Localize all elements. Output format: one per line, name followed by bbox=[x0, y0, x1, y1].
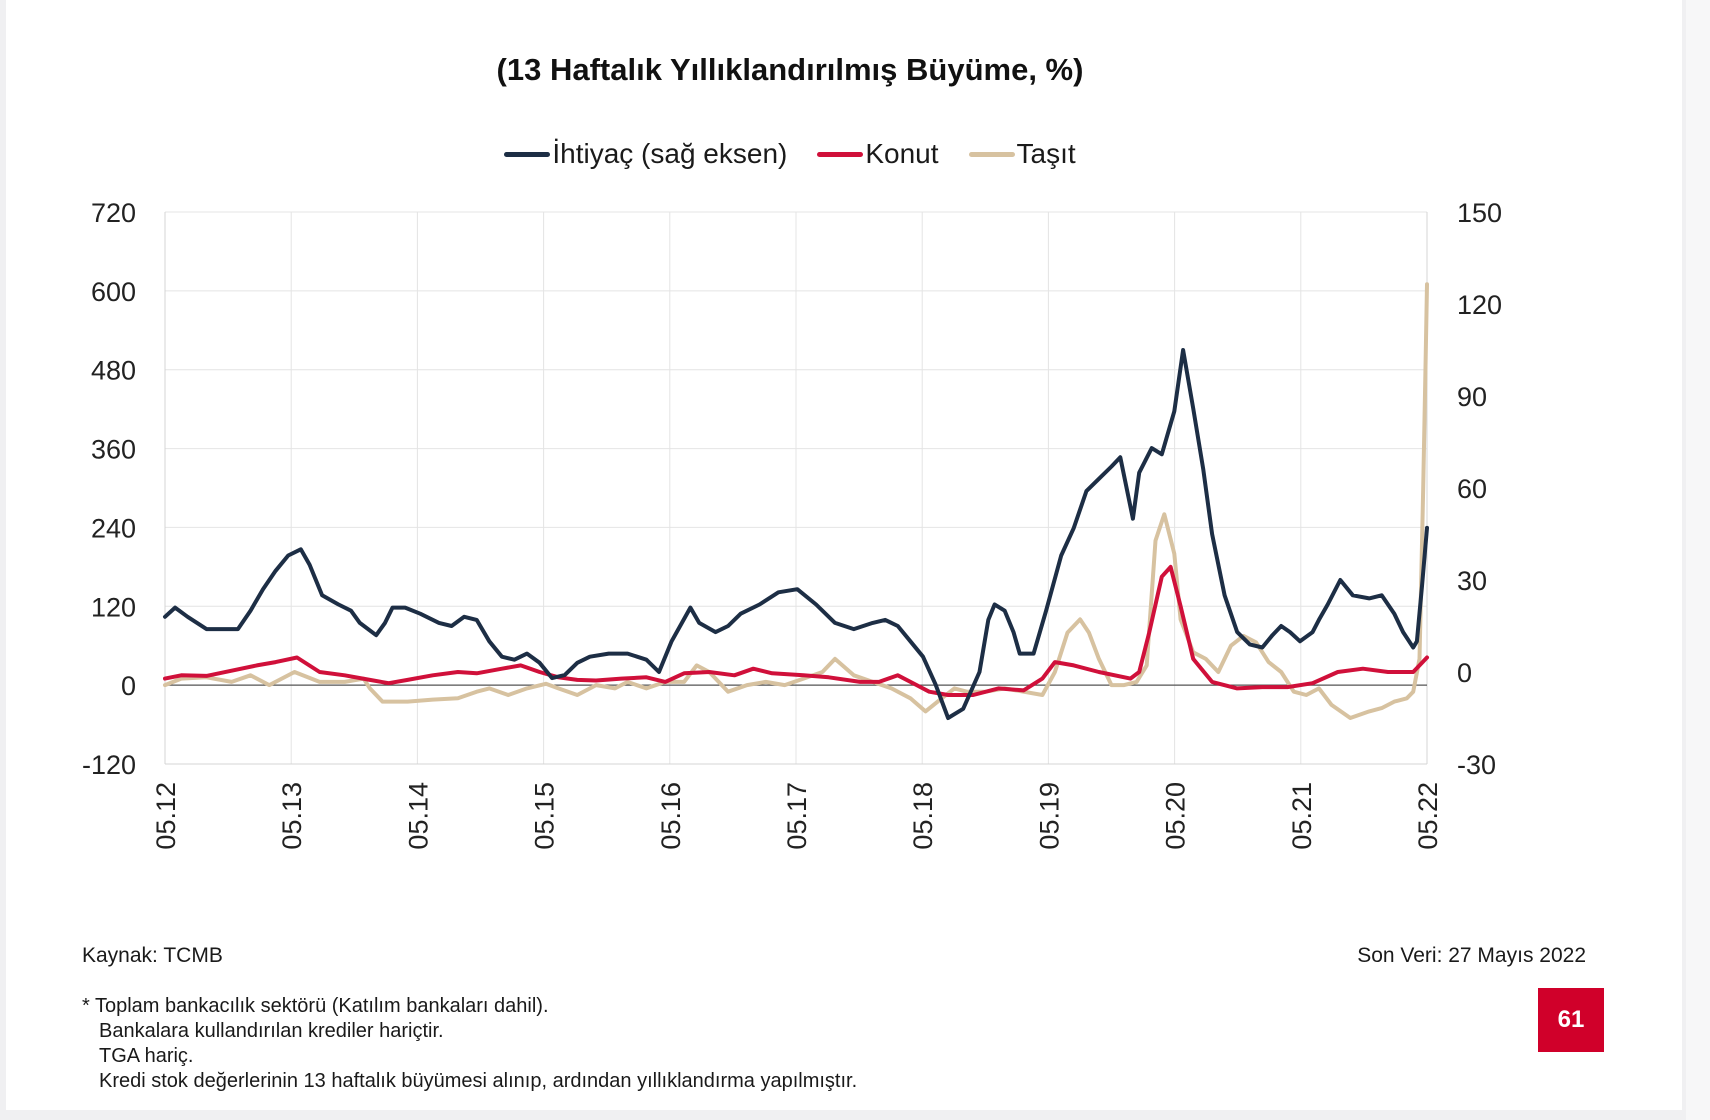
legend-label-tasit: Taşıt bbox=[1016, 138, 1076, 169]
x-tick-label: 05.18 bbox=[908, 782, 938, 850]
x-tick-label: 05.22 bbox=[1413, 782, 1443, 850]
y-left-tick-label: 480 bbox=[91, 356, 136, 386]
legend-swatch-ihtiyac bbox=[504, 151, 551, 157]
y-left-tick-label: 240 bbox=[91, 513, 136, 543]
page bbox=[6, 0, 1682, 1110]
y-right-tick-label: 60 bbox=[1457, 474, 1487, 504]
last-data-note: Son Veri: 27 Mayıs 2022 bbox=[1357, 944, 1586, 967]
footnote-line: Bankalara kullandırılan krediler hariçti… bbox=[99, 1020, 444, 1042]
x-tick-label: 05.21 bbox=[1287, 782, 1317, 850]
series-line-tasit bbox=[163, 282, 1429, 720]
y-right-tick-label: -30 bbox=[1457, 750, 1496, 780]
footnote-line: * Toplam bankacılık sektörü (Katılım ban… bbox=[82, 995, 549, 1017]
page-number-badge: 61 bbox=[1538, 988, 1604, 1052]
x-tick-label: 05.15 bbox=[530, 782, 560, 850]
chart-title: (13 Haftalık Yıllıklandırılmış Büyüme, %… bbox=[496, 52, 1084, 87]
y-left-tick-label: 360 bbox=[91, 435, 136, 465]
x-tick-label: 05.20 bbox=[1161, 782, 1191, 850]
y-left-tick-label: 720 bbox=[91, 198, 136, 228]
y-left-tick-label: 120 bbox=[91, 592, 136, 622]
source-note: Kaynak: TCMB bbox=[82, 944, 223, 967]
y-left-tick-label: 0 bbox=[121, 671, 136, 701]
y-right-tick-label: 0 bbox=[1457, 658, 1472, 688]
y-right-tick-label: 90 bbox=[1457, 382, 1487, 412]
y-left-tick-label: -120 bbox=[82, 750, 136, 780]
y-right-tick-label: 150 bbox=[1457, 198, 1502, 228]
chart-legend: İhtiyaç (sağ eksen) Konut Taşıt bbox=[0, 138, 1580, 170]
legend-label-ihtiyac: İhtiyaç (sağ eksen) bbox=[552, 138, 788, 169]
footnote-line: Kredi stok değerlerinin 13 haftalık büyü… bbox=[99, 1070, 858, 1092]
series-line-konut bbox=[163, 564, 1429, 697]
page-edge bbox=[1686, 0, 1710, 1120]
legend-swatch-tasit bbox=[968, 151, 1015, 157]
footnote-line: TGA hariç. bbox=[99, 1045, 194, 1067]
legend-item-ihtiyac: İhtiyaç (sağ eksen) bbox=[504, 138, 787, 170]
legend-swatch-konut bbox=[817, 151, 864, 157]
legend-item-tasit: Taşıt bbox=[968, 138, 1076, 170]
x-tick-label: 05.14 bbox=[403, 782, 433, 850]
y-right-tick-label: 30 bbox=[1457, 566, 1487, 596]
legend-item-konut: Konut bbox=[817, 138, 939, 170]
x-tick-label: 05.17 bbox=[782, 782, 812, 850]
x-tick-label: 05.19 bbox=[1034, 782, 1064, 850]
x-tick-label: 05.12 bbox=[151, 782, 181, 850]
x-tick-label: 05.16 bbox=[656, 782, 686, 850]
series-line-ihtiyac bbox=[163, 348, 1429, 720]
footnotes: * Toplam bankacılık sektörü (Katılım ban… bbox=[82, 994, 857, 1094]
y-right-tick-label: 120 bbox=[1457, 290, 1502, 320]
y-left-tick-label: 600 bbox=[91, 277, 136, 307]
legend-label-konut: Konut bbox=[865, 138, 939, 169]
x-tick-label: 05.13 bbox=[277, 782, 307, 850]
